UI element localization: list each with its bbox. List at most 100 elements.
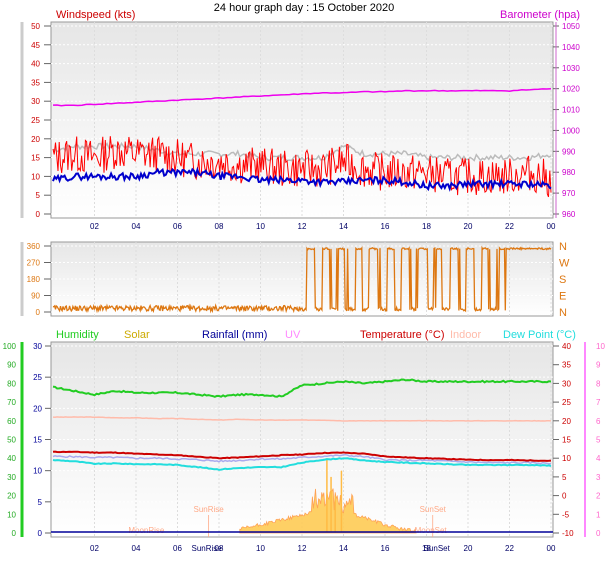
y-tick-left: 0 xyxy=(36,210,41,219)
x-tick: 16 xyxy=(381,544,390,553)
y-tick-right: 35 xyxy=(562,361,571,370)
y-tick-left: 180 xyxy=(27,275,41,284)
uv-tick: 7 xyxy=(596,398,601,407)
x-tick: 06 xyxy=(173,222,182,231)
y-tick-right: 5 xyxy=(562,473,567,482)
y-tick-right: 970 xyxy=(562,189,576,198)
y-tick-right: -10 xyxy=(562,529,574,538)
legend-entry: UV xyxy=(285,329,301,341)
legend-entry: Indoor xyxy=(450,329,482,341)
legend-entry: Temperature (°C) xyxy=(360,329,444,341)
y-tick-left: 270 xyxy=(27,259,41,268)
annotation-label: MoonRise xyxy=(128,526,165,535)
y-tick-left: 10 xyxy=(33,467,42,476)
x-tick: 18 xyxy=(422,544,431,553)
uv-tick: 0 xyxy=(596,529,601,538)
right-axis-label: Barometer (hpa) xyxy=(500,9,580,21)
x-tick: 04 xyxy=(132,544,141,553)
humidity-tick: 50 xyxy=(7,436,16,445)
x-tick: 06 xyxy=(173,544,182,553)
solar-area xyxy=(239,488,417,534)
x-tick: 22 xyxy=(505,544,514,553)
y-tick-right: 1030 xyxy=(562,64,580,73)
y-tick-right: 990 xyxy=(562,147,576,156)
x-tick: 12 xyxy=(298,544,307,553)
temperature-series xyxy=(52,450,552,462)
x-tick: 12 xyxy=(298,222,307,231)
x-tick: 02 xyxy=(90,544,99,553)
uv-tick: 1 xyxy=(596,510,601,519)
y-tick-right: 980 xyxy=(562,168,576,177)
annotation-label: SunRise xyxy=(194,505,225,514)
chart-title: 24 hour graph day : 15 October 2020 xyxy=(214,2,394,14)
uv-tick: 9 xyxy=(596,361,601,370)
annotation-label: MoonSet xyxy=(415,526,448,535)
dewpoint-series xyxy=(52,457,552,471)
avg-wind-series xyxy=(52,166,552,192)
x-tick: 16 xyxy=(381,222,390,231)
uv-tick: 4 xyxy=(596,454,601,463)
y-tick-right: 1000 xyxy=(562,126,580,135)
y-tick-right: 0 xyxy=(562,492,567,501)
y-tick-left: 25 xyxy=(33,373,42,382)
y-tick-left: 360 xyxy=(27,242,41,251)
y-tick-left: 0 xyxy=(38,529,43,538)
legend-entry: Solar xyxy=(124,329,150,341)
x-tick: 14 xyxy=(339,544,348,553)
x-tick: 20 xyxy=(464,544,473,553)
annotation-label: SunSet xyxy=(420,505,447,514)
barometer-series xyxy=(52,88,552,107)
humidity-tick: 10 xyxy=(7,510,16,519)
x-tick: 00 xyxy=(547,222,556,231)
feels-like-series xyxy=(52,453,552,465)
uv-tick: 3 xyxy=(596,473,601,482)
uv-tick: 8 xyxy=(596,379,601,388)
y-tick-left: 50 xyxy=(31,22,40,31)
x-tick: 22 xyxy=(505,222,514,231)
humidity-tick: 80 xyxy=(7,379,16,388)
y-tick-left: 5 xyxy=(36,191,41,200)
x-tick: 10 xyxy=(256,222,265,231)
y-tick-left: 30 xyxy=(33,342,42,351)
y-tick-right: 960 xyxy=(562,210,576,219)
legend-entry: Humidity xyxy=(56,329,99,341)
y-tick-right: 10 xyxy=(562,454,571,463)
x-tick: 14 xyxy=(339,222,348,231)
y-tick-right: 40 xyxy=(562,342,571,351)
y-tick-right: 20 xyxy=(562,417,571,426)
legend-entry: Rainfall (mm) xyxy=(202,329,267,341)
y-tick-left: 0 xyxy=(36,308,41,317)
y-tick-right: 1010 xyxy=(562,106,580,115)
y-tick-left: 45 xyxy=(31,41,40,50)
legend-entry: Dew Point (°C) xyxy=(503,329,576,341)
direction-letter: N xyxy=(559,307,567,319)
x-tick: 18 xyxy=(422,222,431,231)
left-axis-label: Windspeed (kts) xyxy=(56,9,135,21)
x-tick: 02 xyxy=(90,222,99,231)
humidity-tick: 0 xyxy=(12,529,17,538)
uv-tick: 10 xyxy=(596,342,605,351)
y-tick-right: 1040 xyxy=(562,43,580,52)
sunrise-axis-label: SunRise xyxy=(192,544,223,553)
y-tick-left: 20 xyxy=(33,404,42,413)
uv-tick: 5 xyxy=(596,436,601,445)
y-tick-left: 25 xyxy=(31,116,40,125)
y-tick-left: 35 xyxy=(31,78,40,87)
humidity-tick: 40 xyxy=(7,454,16,463)
direction-letter: S xyxy=(559,274,566,286)
sunset-axis-label: SunSet xyxy=(424,544,451,553)
x-tick: 00 xyxy=(547,544,556,553)
y-tick-right: 1020 xyxy=(562,85,580,94)
humidity-tick: 70 xyxy=(7,398,16,407)
x-tick: 10 xyxy=(256,544,265,553)
x-tick: 08 xyxy=(215,544,224,553)
y-tick-right: 15 xyxy=(562,436,571,445)
y-tick-left: 10 xyxy=(31,172,40,181)
direction-series xyxy=(52,245,552,314)
y-tick-right: 25 xyxy=(562,398,571,407)
humidity-tick: 100 xyxy=(3,342,17,351)
gust-series xyxy=(52,141,552,162)
y-tick-left: 5 xyxy=(38,498,43,507)
